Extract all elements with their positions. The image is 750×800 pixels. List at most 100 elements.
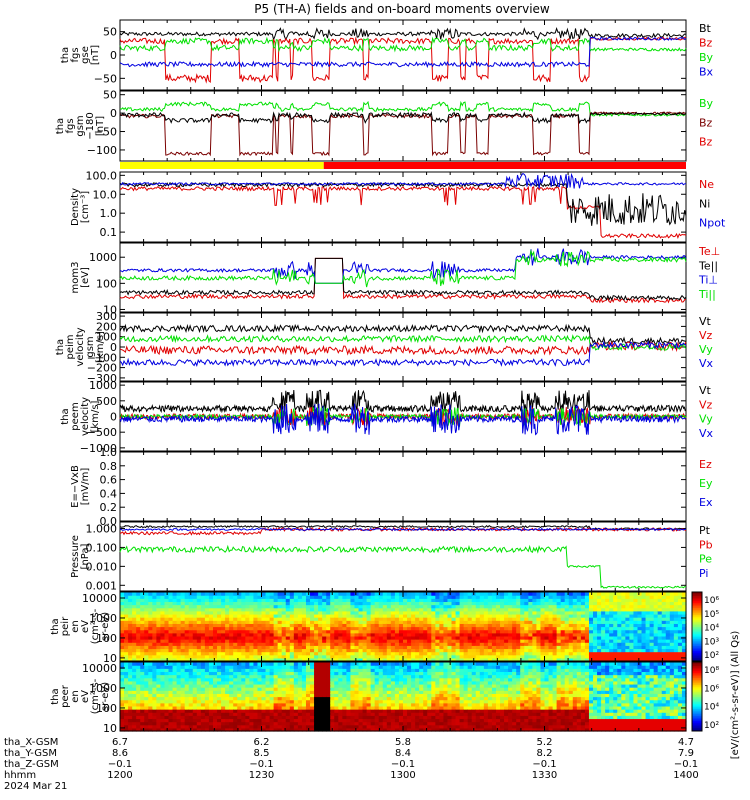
heatmap-cell: [124, 613, 129, 618]
heatmap-cell: [487, 648, 493, 653]
heatmap-cell: [180, 651, 186, 656]
heatmap-cell: [390, 642, 396, 646]
heatmap-cell: [237, 680, 242, 685]
heatmap-cell: [665, 607, 671, 612]
heatmap-cell: [447, 654, 453, 659]
heatmap-cell: [326, 693, 331, 698]
heatmap-cell: [200, 693, 206, 698]
heatmap-cell: [540, 632, 546, 637]
heatmap-cell: [124, 680, 129, 685]
heatmap-cell: [419, 648, 424, 653]
heatmap-cell: [621, 604, 626, 609]
heatmap-cell: [398, 620, 404, 624]
heatmap-cell: [314, 601, 319, 606]
heatmap-cell: [176, 699, 182, 704]
heatmap-cell: [257, 601, 263, 606]
heatmap-cell: [164, 626, 170, 631]
heatmap-cell: [237, 677, 242, 682]
heatmap-cell: [322, 668, 327, 673]
heatmap-cell: [160, 709, 166, 713]
heatmap-cell: [435, 604, 440, 609]
heatmap-cell: [508, 632, 513, 637]
heatmap-cell: [188, 718, 194, 723]
heatmap-cell: [512, 629, 517, 634]
heatmap-cell: [411, 629, 416, 634]
heatmap-cell: [212, 727, 218, 732]
heatmap-cell: [532, 642, 538, 646]
heatmap-cell: [552, 623, 558, 628]
heatmap-cell: [229, 718, 234, 723]
heatmap-cell: [204, 702, 210, 707]
heatmap-cell: [532, 613, 538, 618]
heatmap-cell: [330, 705, 335, 710]
heatmap-cell: [200, 718, 206, 723]
heatmap-cell: [645, 607, 651, 612]
heatmap-cell: [128, 617, 133, 621]
heatmap-cell: [362, 607, 368, 612]
heatmap-cell: [164, 635, 170, 640]
heatmap-peer_spectrogram: [120, 662, 687, 732]
heatmap-cell: [217, 651, 222, 656]
heatmap-cell: [237, 639, 242, 643]
heatmap-cell: [350, 620, 356, 624]
heatmap-cell: [261, 607, 267, 612]
heatmap-cell: [172, 607, 178, 612]
heatmap-cell: [180, 620, 186, 624]
heatmap-cell: [641, 601, 647, 606]
heatmap-cell: [548, 595, 554, 599]
heatmap-cell: [520, 601, 525, 606]
heatmap-cell: [661, 635, 667, 640]
heatmap-cell: [301, 613, 307, 618]
heatmap-cell: [584, 648, 590, 653]
heatmap-cell: [297, 645, 303, 650]
heatmap-cell: [318, 604, 323, 609]
heatmap-cell: [314, 727, 319, 732]
heatmap-cell: [536, 635, 542, 640]
heatmap-cell: [136, 680, 141, 685]
heatmap-cell: [673, 635, 679, 640]
heatmap-cell: [212, 662, 218, 666]
heatmap-cell: [576, 632, 582, 637]
y-tick-label: 0: [110, 107, 117, 120]
heatmap-cell: [588, 651, 594, 656]
heatmap-cell: [257, 721, 263, 726]
heatmap-cell: [354, 595, 360, 599]
y-tick-label: 0: [110, 341, 117, 354]
heatmap-cell: [289, 724, 295, 729]
heatmap-cell: [192, 683, 198, 688]
heatmap-cell: [281, 705, 287, 710]
heatmap-cell: [378, 648, 384, 653]
heatmap-cell: [314, 623, 319, 628]
heatmap-cell: [471, 648, 477, 653]
heatmap-cell: [322, 639, 327, 643]
heatmap-cell: [269, 699, 275, 704]
heatmap-cell: [132, 592, 137, 596]
heatmap-cell: [140, 610, 145, 615]
heatmap-cell: [132, 639, 137, 643]
heatmap-cell: [435, 598, 440, 603]
heatmap-cell: [390, 635, 396, 640]
heatmap-cell: [168, 693, 174, 698]
heatmap-cell: [326, 648, 331, 653]
heatmap-cell: [621, 607, 626, 612]
heatmap-cell: [536, 626, 542, 631]
y-tick-label: 1000: [89, 379, 117, 392]
heatmap-cell: [188, 674, 194, 679]
heatmap-cell: [504, 642, 509, 646]
heatmap-cell: [390, 607, 396, 612]
heatmap-cell: [673, 592, 679, 596]
heatmap-cell: [237, 727, 242, 732]
heatmap-cell: [374, 604, 380, 609]
heatmap-cell: [208, 693, 214, 698]
heatmap-cell: [273, 610, 279, 615]
heatmap-cell: [669, 626, 675, 631]
heatmap-cell: [237, 712, 242, 716]
heatmap-cell: [394, 601, 400, 606]
heatmap-cell: [463, 607, 469, 612]
heatmap-cell: [164, 671, 170, 676]
heatmap-cell: [192, 668, 198, 673]
heatmap-cell: [148, 699, 153, 704]
heatmap-cell: [382, 657, 388, 662]
heatmap-cell: [532, 595, 538, 599]
heatmap-cell: [342, 595, 347, 599]
